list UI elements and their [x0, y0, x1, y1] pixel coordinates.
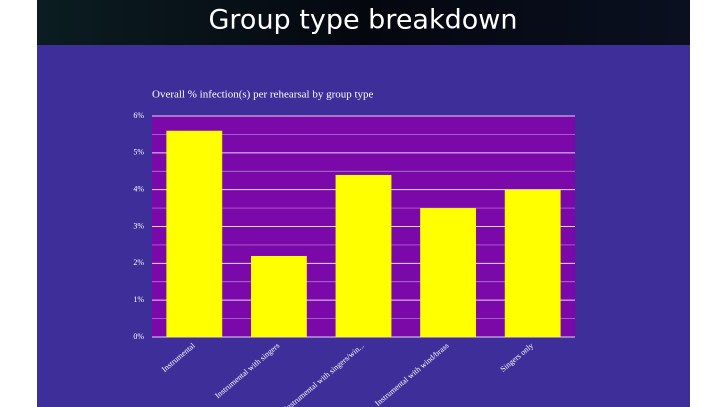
bar: [420, 208, 477, 337]
y-tick-label: 3%: [133, 221, 144, 230]
y-tick-label: 6%: [133, 111, 144, 120]
y-tick-label: 0%: [133, 332, 144, 341]
chart-title: Overall % infection(s) per rehearsal by …: [152, 89, 374, 101]
bar: [335, 174, 392, 337]
title-bar: [37, 0, 690, 45]
y-tick-label: 2%: [133, 258, 144, 267]
y-tick-label: 5%: [133, 148, 144, 157]
bar: [166, 130, 223, 337]
y-tick-label: 4%: [133, 184, 144, 193]
bar: [504, 189, 561, 337]
slide-title: Group type breakdown: [209, 5, 518, 36]
y-tick-label: 1%: [133, 295, 144, 304]
bar: [250, 255, 307, 337]
